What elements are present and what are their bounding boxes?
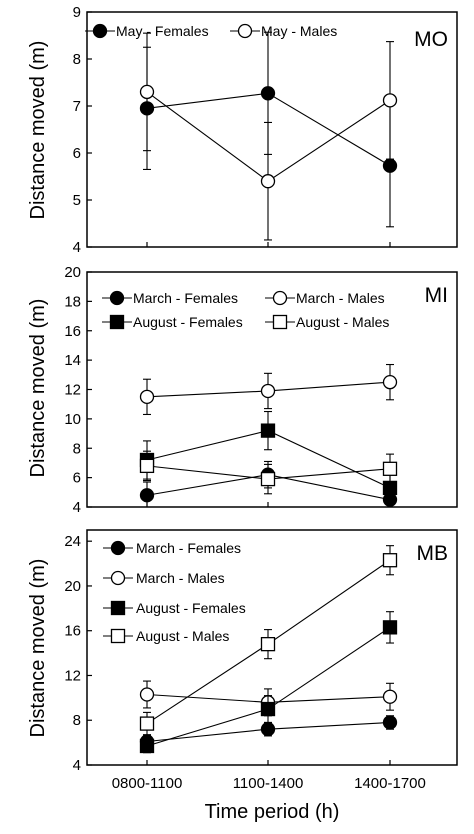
panel-label-mo: MO xyxy=(414,28,448,51)
legend-marker xyxy=(109,314,125,330)
series-mi-3 xyxy=(139,450,398,495)
data-point xyxy=(260,174,276,189)
y-tick-label-mo-0: 4 xyxy=(73,239,81,256)
y-tick-label-mi-4: 12 xyxy=(64,382,81,399)
x-tick-label-2: 1100-1400 xyxy=(233,775,304,792)
y-tick-label-mb-0: 4 xyxy=(73,757,81,774)
series-mi-1 xyxy=(139,363,398,416)
legend-entry-mi-3: August - Males xyxy=(265,314,389,330)
data-point xyxy=(139,738,155,754)
legend-marker xyxy=(110,540,126,556)
panel-mo-frame xyxy=(86,11,458,248)
data-point xyxy=(139,458,155,474)
legend-marker xyxy=(109,290,125,306)
legend-marker xyxy=(272,314,288,330)
y-tick-label-mb-3: 16 xyxy=(64,623,81,640)
y-tick-label-mb-2: 12 xyxy=(64,667,81,684)
panel-label-mb: MB xyxy=(417,542,449,565)
data-point xyxy=(382,375,398,390)
data-point xyxy=(260,86,276,101)
legend-label: May - Females xyxy=(116,23,209,39)
legend-marker xyxy=(110,570,126,586)
panel-mb-frame xyxy=(86,529,458,766)
series-mo-1 xyxy=(139,32,398,241)
data-point xyxy=(382,715,398,730)
legend-marker xyxy=(237,23,253,39)
y-axis-title-mo: Distance moved (m) xyxy=(27,41,49,220)
series-mb-3 xyxy=(139,545,398,736)
y-tick-label-mb-1: 8 xyxy=(73,712,81,729)
legend-label: August - Females xyxy=(133,314,243,330)
y-axis-title-mi: Distance moved (m) xyxy=(27,299,49,478)
data-point xyxy=(382,93,398,108)
y-tick-label-mi-0: 4 xyxy=(73,499,81,516)
data-point xyxy=(139,687,155,702)
y-tick-label-mb-5: 24 xyxy=(64,533,81,550)
y-tick-label-mi-8: 20 xyxy=(64,264,81,281)
y-tick-label-mi-1: 6 xyxy=(73,470,81,487)
data-point xyxy=(260,383,276,399)
legend-label: August - Females xyxy=(136,600,246,616)
y-tick-label-mi-3: 10 xyxy=(64,411,81,428)
legend-label: March - Females xyxy=(136,540,241,556)
legend-entry-mb-1: March - Males xyxy=(103,570,225,586)
legend-label: March - Females xyxy=(133,290,238,306)
data-point xyxy=(260,636,276,652)
y-tick-label-mo-3: 7 xyxy=(73,98,81,115)
y-tick-label-mo-1: 5 xyxy=(73,192,81,209)
y-tick-label-mo-4: 8 xyxy=(73,51,81,68)
y-tick-label-mo-2: 6 xyxy=(73,145,81,162)
legend-entry-mb-3: August - Males xyxy=(103,628,229,644)
legend-entry-mi-0: March - Females xyxy=(102,290,238,306)
legend-marker xyxy=(110,600,126,616)
series-mi-2 xyxy=(139,410,398,507)
data-point xyxy=(382,461,398,476)
legend-marker xyxy=(110,628,126,644)
y-tick-label-mo-5: 9 xyxy=(73,4,81,21)
legend-label: March - Males xyxy=(136,570,225,586)
legend-label: August - Males xyxy=(136,628,229,644)
legend-label: August - Males xyxy=(296,314,389,330)
data-point xyxy=(260,423,276,438)
x-tick-label-1: 0800-1100 xyxy=(112,775,183,792)
plot-layer: 4 5 6 7 8 9 May - Females May - Males 4 6 8 10 12 14 1… xyxy=(64,4,398,774)
y-tick-label-mi-5: 14 xyxy=(64,352,81,369)
y-tick-label-mi-2: 8 xyxy=(73,440,81,457)
data-point xyxy=(260,471,276,487)
y-tick-label-mb-4: 20 xyxy=(64,578,81,595)
data-point xyxy=(139,488,155,503)
y-axis-title-mb: Distance moved (m) xyxy=(27,559,49,738)
x-axis-title: Time period (h) xyxy=(205,801,340,823)
legend-entry-mo-1: May - Males xyxy=(230,23,337,39)
panel-label-mi: MI xyxy=(425,284,448,307)
legend-marker xyxy=(272,290,288,306)
series-mb-2 xyxy=(139,611,398,754)
legend-entry-mb-2: August - Females xyxy=(103,600,246,616)
legend-marker xyxy=(92,23,108,39)
data-point xyxy=(382,158,398,173)
legend-entry-mi-2: August - Females xyxy=(102,314,243,330)
legend-entry-mb-0: March - Females xyxy=(103,540,241,556)
data-point xyxy=(382,553,398,568)
data-point xyxy=(260,701,276,717)
x-tick-label-3: 1400-1700 xyxy=(354,775,426,792)
data-point xyxy=(139,84,155,100)
y-tick-label-mi-7: 18 xyxy=(64,293,81,310)
y-tick-label-mi-6: 16 xyxy=(64,323,81,340)
data-point xyxy=(139,716,155,731)
legend-entry-mo-0: May - Females xyxy=(85,23,209,39)
legend-label: May - Males xyxy=(261,23,337,39)
data-point xyxy=(139,389,155,404)
legend-entry-mi-1: March - Males xyxy=(265,290,385,306)
legend-label: March - Males xyxy=(296,290,385,306)
data-point xyxy=(260,722,276,737)
data-point xyxy=(382,620,398,635)
data-point xyxy=(382,689,398,704)
